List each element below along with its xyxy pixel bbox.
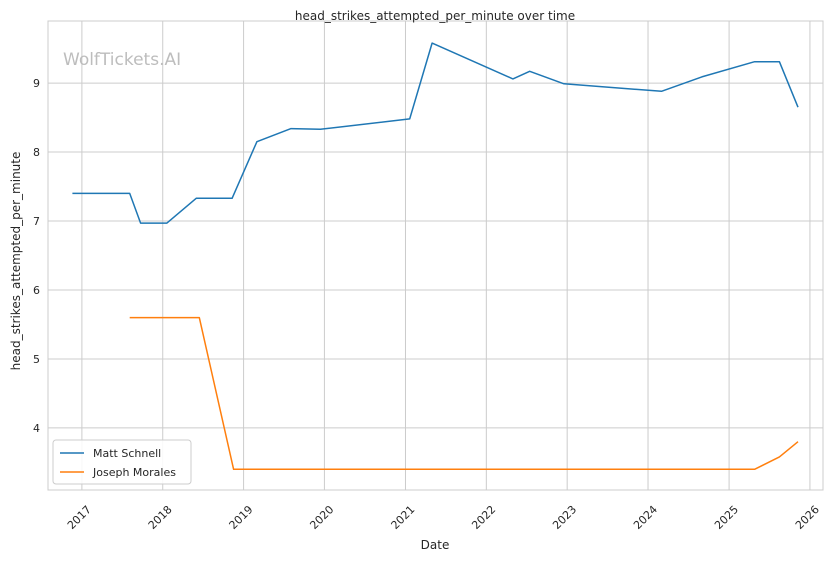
series-lines [72,42,799,471]
y-tick-label: 5 [33,353,40,366]
y-tick-label: 4 [33,422,40,435]
legend-label-joseph-morales: Joseph Morales [92,466,176,479]
y-tick-label: 9 [33,77,40,90]
axis-ticks: 2017 2018 2019 2020 2021 2022 2023 2024 2025 2026… [33,77,822,532]
y-tick-label: 6 [33,284,40,297]
legend-box [52,439,192,485]
y-tick-label: 7 [33,215,40,228]
legend: Matt Schnell Joseph Morales [52,439,192,485]
legend-label-matt-schnell: Matt Schnell [93,447,161,460]
plot-frame [47,20,824,491]
watermark: WolfTickets.AI [63,50,181,70]
y-axis-label: head_strikes_attempted_per_minute [9,152,23,371]
y-tick-label: 8 [33,146,40,159]
grid [48,21,823,490]
series-line-joseph-morales [129,316,799,471]
x-axis-label: Date [421,538,450,552]
series-line-matt-schnell [72,42,799,224]
chart-title: head_strikes_attempted_per_minute over t… [295,9,575,23]
